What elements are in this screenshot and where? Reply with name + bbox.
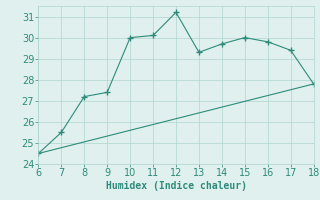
X-axis label: Humidex (Indice chaleur): Humidex (Indice chaleur): [106, 181, 246, 191]
